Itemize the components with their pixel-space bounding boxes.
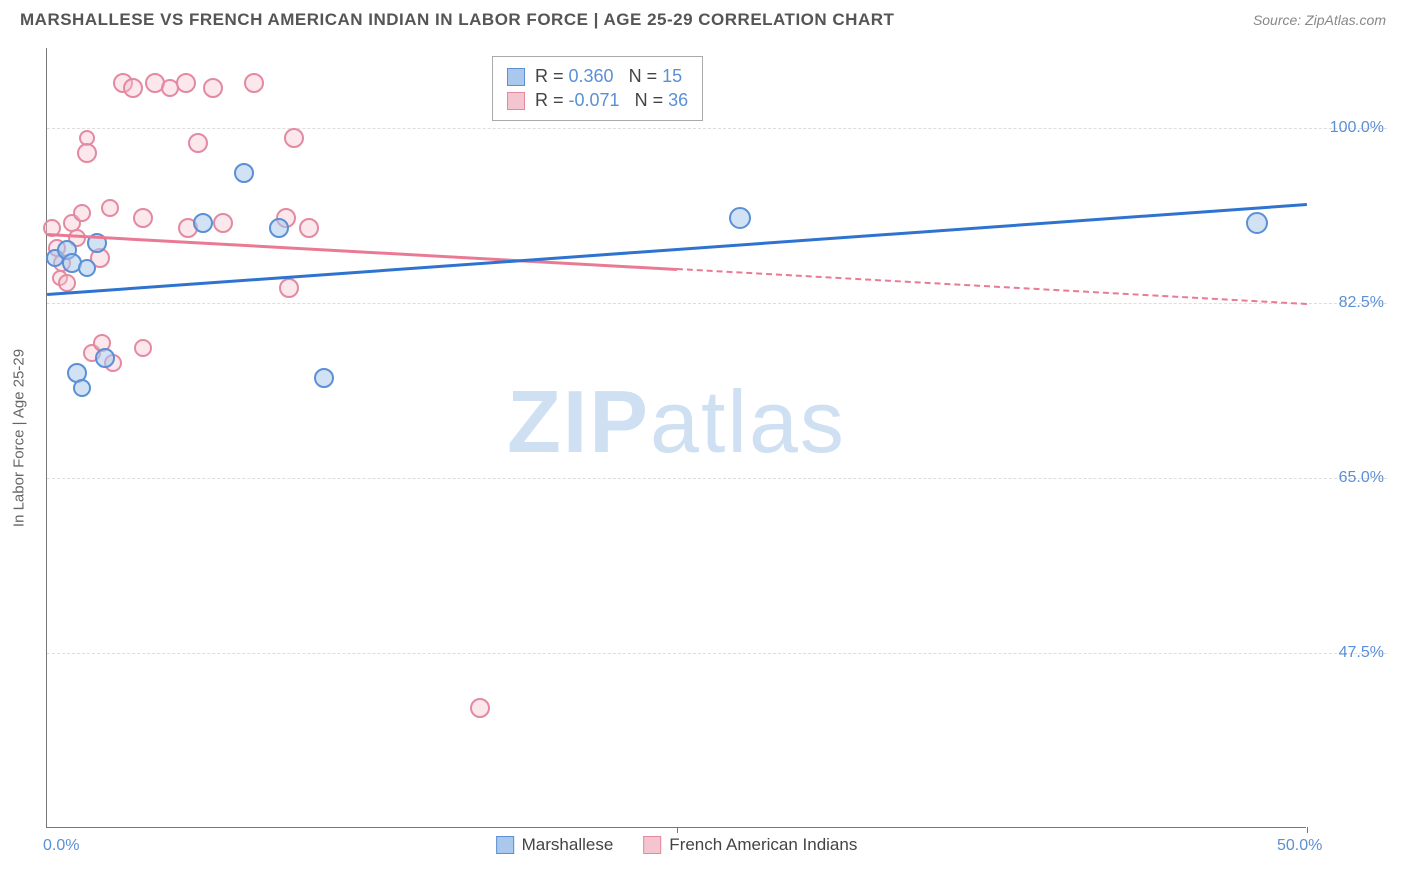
x-tick-label: 50.0% [1277, 837, 1322, 855]
data-point [244, 73, 264, 93]
trend-line [47, 233, 677, 271]
y-tick-label: 65.0% [1339, 469, 1384, 487]
x-tick [677, 827, 678, 833]
data-point [101, 199, 119, 217]
x-tick [1307, 827, 1308, 833]
data-point [193, 213, 213, 233]
data-point [234, 163, 254, 183]
y-tick-label: 82.5% [1339, 294, 1384, 312]
stats-row: R = 0.360 N = 15 [507, 66, 688, 87]
data-point [299, 218, 319, 238]
gridline [47, 653, 1387, 654]
data-point [176, 73, 196, 93]
stats-swatch [507, 92, 525, 110]
data-point [123, 78, 143, 98]
data-point [729, 207, 751, 229]
x-tick-label: 0.0% [43, 837, 79, 855]
plot-area: ZIPatlas In Labor Force | Age 25-29 Mars… [46, 48, 1306, 828]
y-axis-label: In Labor Force | Age 25-29 [11, 348, 28, 526]
data-point [134, 339, 152, 357]
legend-item-blue: Marshallese [496, 835, 614, 855]
data-point [77, 143, 97, 163]
legend-swatch-blue [496, 836, 514, 854]
data-point [269, 218, 289, 238]
legend-label-pink: French American Indians [669, 835, 857, 855]
stats-text: R = -0.071 N = 36 [535, 90, 688, 111]
data-point [188, 133, 208, 153]
stats-swatch [507, 68, 525, 86]
data-point [78, 259, 96, 277]
gridline [47, 128, 1387, 129]
plot-container: ZIPatlas In Labor Force | Age 25-29 Mars… [46, 48, 1386, 828]
source-label: Source: ZipAtlas.com [1253, 12, 1386, 28]
gridline [47, 303, 1387, 304]
bottom-legend: Marshallese French American Indians [496, 835, 858, 855]
watermark: ZIPatlas [507, 371, 846, 473]
data-point [73, 204, 91, 222]
data-point [133, 208, 153, 228]
data-point [73, 379, 91, 397]
y-tick-label: 47.5% [1339, 644, 1384, 662]
data-point [58, 274, 76, 292]
data-point [284, 128, 304, 148]
y-tick-label: 100.0% [1330, 119, 1384, 137]
data-point [203, 78, 223, 98]
legend-item-pink: French American Indians [643, 835, 857, 855]
legend-label-blue: Marshallese [522, 835, 614, 855]
trend-line [677, 268, 1307, 305]
chart-title: MARSHALLESE VS FRENCH AMERICAN INDIAN IN… [20, 10, 894, 30]
data-point [314, 368, 334, 388]
stats-text: R = 0.360 N = 15 [535, 66, 682, 87]
legend-swatch-pink [643, 836, 661, 854]
stats-box: R = 0.360 N = 15 R = -0.071 N = 36 [492, 56, 703, 121]
data-point [213, 213, 233, 233]
data-point [1246, 212, 1268, 234]
data-point [470, 698, 490, 718]
data-point [95, 348, 115, 368]
trend-line [47, 203, 1307, 296]
data-point [279, 278, 299, 298]
stats-row: R = -0.071 N = 36 [507, 90, 688, 111]
gridline [47, 478, 1387, 479]
